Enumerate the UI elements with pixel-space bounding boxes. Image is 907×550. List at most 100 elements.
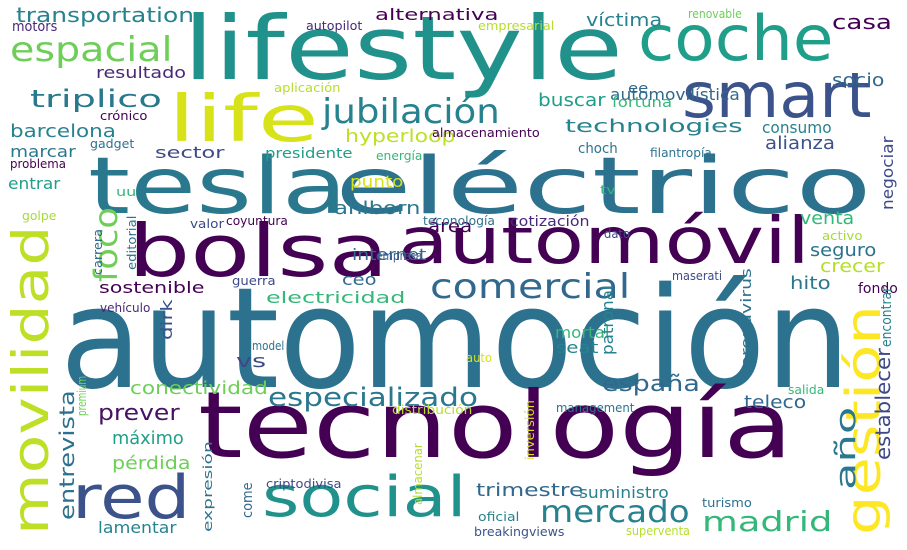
word-transportation: transportation	[16, 3, 194, 27]
word-automocion: automoción	[60, 258, 851, 421]
word-ceo: ceo	[342, 270, 377, 289]
word-criptodivisa: criptodivisa	[266, 477, 342, 491]
word-choch: choch	[578, 141, 618, 157]
word-turismo: turismo	[702, 496, 752, 510]
word-teleco: teleco	[744, 392, 807, 413]
word-distribucion: distribución	[392, 403, 473, 417]
word-madrid: madrid	[702, 505, 833, 538]
word-seguro: seguro	[810, 240, 877, 261]
word-smart: smart	[682, 59, 872, 132]
word-ano: año	[829, 406, 862, 490]
word-autopilot: autopilot	[306, 19, 363, 33]
word-social: social	[262, 465, 467, 530]
word-area: área	[428, 216, 473, 237]
word-technologies: technologies	[565, 116, 743, 137]
word-presidente: presidente	[265, 146, 353, 162]
word-vehiculo: vehículo	[100, 301, 151, 315]
word-dirk: dirk	[157, 299, 176, 340]
word-almacenar: almacenar	[411, 443, 425, 505]
word-motors: motors	[12, 19, 58, 35]
word-hito: hito	[790, 273, 831, 294]
word-mercado: mercado	[540, 495, 690, 530]
word-come: come	[240, 482, 256, 518]
word-salida: salida	[788, 383, 825, 397]
word-suministro: suministro	[579, 483, 669, 502]
word-model: model	[252, 339, 285, 353]
word-movilidad: movilidad	[2, 225, 60, 535]
word-lamentar: lamentar	[98, 518, 177, 537]
word-negociar: negociar	[878, 136, 897, 210]
word-life: life	[168, 83, 319, 157]
word-hyperloop: hyperloop	[345, 126, 456, 147]
word-especializado: especializado	[268, 383, 478, 413]
word-auto: auto	[466, 351, 493, 365]
word-vs: vs	[236, 351, 267, 372]
word-establecer: establecer	[871, 348, 895, 460]
word-triplico: triplico	[30, 85, 162, 113]
word-ahlborn: ahlborn	[334, 198, 421, 219]
word-management: management	[556, 401, 635, 415]
word-dato: dato	[604, 227, 631, 241]
word-consumo: consumo	[762, 118, 832, 137]
word-comercial: comercial	[430, 267, 631, 307]
word-bolsa: bolsa	[128, 209, 389, 293]
word-internet: internet	[352, 245, 427, 264]
word-electrico: eléctrico	[335, 142, 872, 232]
word-electricidad: electricidad	[266, 288, 406, 307]
word-empresa: empresa	[376, 249, 423, 263]
word-mortal: mortal	[555, 323, 610, 342]
word-tesla: tesla	[88, 142, 348, 232]
word-empresarial: empresarial	[478, 19, 555, 33]
word-fondo: fondo	[858, 281, 898, 297]
word-sector: sector	[155, 143, 225, 162]
word-automovil: automóvil	[398, 205, 810, 279]
word-seat: seat	[556, 338, 599, 357]
word-trimestre: trimestre	[476, 480, 584, 501]
word-coyuntura: coyuntura	[226, 214, 288, 228]
word-fortuna: fortuna	[612, 95, 673, 111]
word-valor: valor	[190, 217, 225, 231]
word-alternativa: alternativa	[375, 5, 499, 24]
word-resultado: resultado	[96, 63, 187, 82]
word-coronavirus: coronavirus	[739, 268, 755, 378]
word-sostenible: sostenible	[99, 278, 205, 297]
word-oficial: oficial	[478, 510, 520, 524]
word-victima: víctima	[586, 10, 663, 31]
word-uu: uu	[116, 185, 137, 199]
word-inversion: inversión	[523, 400, 537, 460]
word-jubilacion: jubilación	[322, 92, 500, 132]
word-superventa: superventa	[626, 524, 690, 538]
word-activo: activo	[822, 229, 863, 243]
word-marcar: marcar	[10, 142, 76, 161]
word-energia: energía	[376, 149, 423, 163]
word-buscar: buscar	[538, 90, 606, 111]
word-tecnologia: tecnología	[198, 372, 794, 479]
word-problema: problema	[10, 157, 67, 171]
word-crecer: crecer	[820, 256, 885, 277]
word-automovilistica: automovilística	[610, 85, 740, 104]
word-entrevista: entrevista	[55, 390, 79, 520]
word-alianza: alianza	[765, 133, 835, 154]
word-cronico: crónico	[100, 109, 148, 123]
word-almacenamiento: almacenamiento	[432, 126, 540, 140]
word-perdida: pérdida	[112, 453, 191, 474]
word-casa: casa	[832, 10, 892, 34]
word-cotizacion: cotización	[510, 214, 590, 230]
word-venta: venta	[800, 208, 855, 229]
word-expresion: expresión	[201, 441, 215, 532]
word-punto: punto	[350, 172, 404, 191]
word-guerra: guerra	[232, 274, 276, 288]
word-editorial: editorial	[125, 215, 139, 270]
word-filantropia: filantropía	[650, 146, 712, 160]
word-carrera: carrera	[91, 228, 105, 275]
word-patronal: patronal	[598, 285, 617, 355]
word-entrar: entrar	[8, 174, 61, 193]
word-espana: españa	[602, 372, 700, 397]
word-red: red	[72, 463, 191, 533]
word-golpe: golpe	[22, 209, 57, 223]
word-gadget: gadget	[90, 137, 135, 151]
word-teconologia: teconología	[423, 214, 495, 228]
word-renovable: renovable	[688, 7, 742, 21]
word-tv: tv	[600, 183, 616, 197]
